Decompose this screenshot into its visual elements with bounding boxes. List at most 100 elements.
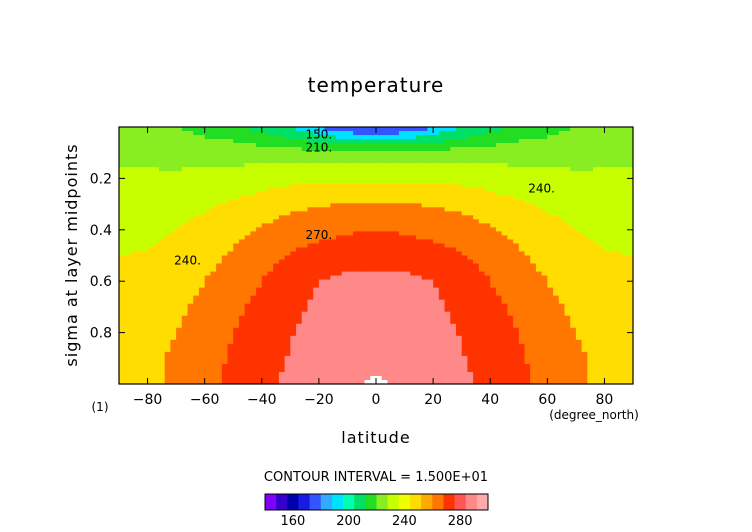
heatmap-cell: [484, 179, 491, 184]
heatmap-cell: [250, 259, 257, 265]
heatmap-cell: [233, 203, 240, 208]
heatmap-cell: [513, 211, 520, 216]
heatmap-cell: [301, 147, 309, 152]
heatmap-cell: [301, 251, 309, 257]
heatmap-cell: [575, 315, 583, 321]
heatmap-cell: [198, 243, 206, 249]
chart-title: temperature: [308, 73, 445, 97]
heatmap-cell: [513, 319, 520, 325]
heatmap-cell: [358, 299, 366, 305]
heatmap-cell: [227, 291, 234, 297]
heatmap-cell: [513, 311, 520, 317]
heatmap-cell: [364, 171, 371, 176]
heatmap-cell: [581, 295, 588, 301]
heatmap-cell: [221, 287, 229, 293]
heatmap-cell: [501, 243, 508, 249]
heatmap-cell: [541, 191, 548, 196]
heatmap-cell: [324, 251, 331, 257]
heatmap-cell: [307, 231, 314, 237]
heatmap-cell: [393, 203, 400, 208]
heatmap-cell: [210, 143, 217, 148]
heatmap-cell: [530, 147, 537, 152]
heatmap-cell: [341, 339, 349, 345]
heatmap-cell: [284, 223, 291, 228]
heatmap-cell: [307, 211, 314, 216]
heatmap-cell: [301, 211, 309, 216]
heatmap-cell: [221, 159, 229, 164]
heatmap-cell: [364, 255, 371, 261]
heatmap-cell: [370, 279, 377, 285]
heatmap-cell: [415, 199, 423, 204]
heatmap-cell: [467, 263, 474, 269]
heatmap-cell: [221, 179, 229, 184]
heatmap-cell: [547, 127, 554, 132]
heatmap-cell: [455, 219, 463, 224]
heatmap-cell: [518, 187, 526, 192]
heatmap-cell: [421, 223, 428, 228]
heatmap-cell: [490, 331, 497, 337]
heatmap-cell: [124, 147, 132, 152]
heatmap-cell: [393, 211, 400, 216]
heatmap-cell: [176, 299, 183, 305]
heatmap-cell: [393, 127, 400, 132]
heatmap-cell: [284, 175, 291, 180]
heatmap-cell: [233, 315, 240, 321]
heatmap-cell: [176, 135, 183, 140]
heatmap-cell: [570, 191, 577, 196]
heatmap-cell: [455, 295, 463, 301]
heatmap-cell: [290, 287, 297, 293]
heatmap-cell: [181, 279, 189, 285]
heatmap-cell: [158, 171, 166, 176]
heatmap-cell: [381, 131, 389, 136]
heatmap-cell: [598, 175, 606, 180]
heatmap-cell: [513, 199, 520, 204]
heatmap-cell: [421, 323, 428, 329]
heatmap-cell: [130, 299, 137, 305]
heatmap-cell: [461, 127, 468, 132]
heatmap-cell: [158, 287, 166, 293]
heatmap-cell: [495, 251, 503, 257]
heatmap-cell: [604, 151, 611, 156]
heatmap-cell: [141, 143, 149, 148]
heatmap-cell: [136, 323, 143, 329]
heatmap-cell: [296, 331, 303, 337]
heatmap-cell: [353, 167, 360, 172]
heatmap-cell: [227, 211, 234, 216]
heatmap-cell: [421, 235, 428, 241]
heatmap-cell: [427, 163, 434, 168]
heatmap-cell: [278, 131, 286, 136]
heatmap-cell: [130, 347, 137, 353]
heatmap-cell: [427, 283, 434, 289]
heatmap-cell: [170, 307, 177, 313]
heatmap-cell: [238, 171, 246, 176]
heatmap-cell: [427, 167, 434, 172]
heatmap-cell: [433, 175, 440, 180]
heatmap-cell: [535, 279, 543, 285]
heatmap-cell: [330, 191, 337, 196]
heatmap-cell: [198, 139, 206, 144]
heatmap-cell: [575, 235, 583, 241]
heatmap-cell: [370, 295, 377, 301]
heatmap-cell: [495, 235, 503, 241]
heatmap-cell: [198, 283, 206, 289]
heatmap-cell: [227, 203, 234, 208]
heatmap-cell: [336, 131, 343, 136]
heatmap-cell: [204, 347, 211, 353]
heatmap-cell: [404, 235, 411, 241]
heatmap-cell: [598, 251, 606, 257]
heatmap-cell: [250, 263, 257, 269]
heatmap-cell: [393, 163, 400, 168]
heatmap-cell: [621, 203, 628, 208]
heatmap-cell: [193, 147, 200, 152]
heatmap-cell: [301, 227, 309, 233]
heatmap-cell: [267, 163, 274, 168]
heatmap-cell: [558, 135, 566, 140]
heatmap-cell: [495, 295, 503, 301]
heatmap-cell: [313, 167, 320, 172]
heatmap-cell: [421, 335, 428, 341]
heatmap-cell: [604, 283, 611, 289]
heatmap-cell: [433, 227, 440, 233]
heatmap-cell: [370, 259, 377, 265]
heatmap-cell: [570, 195, 577, 200]
heatmap-cell: [278, 231, 286, 237]
